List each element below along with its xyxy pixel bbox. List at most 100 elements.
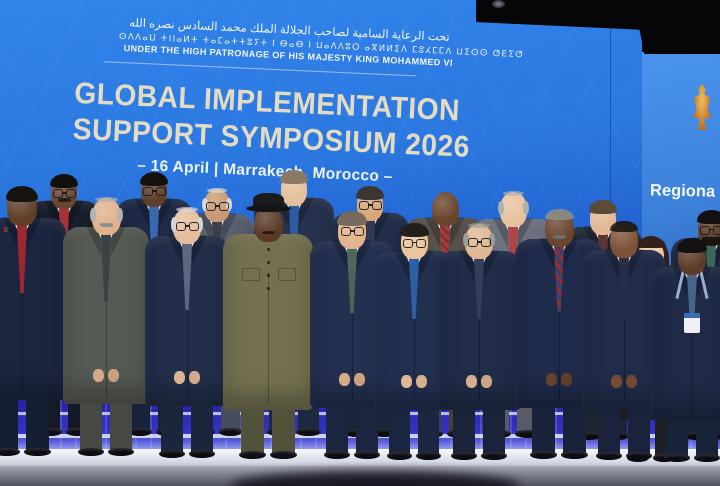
person-shoe [78, 448, 104, 456]
person-jacket-seam [558, 277, 560, 402]
person-glasses-lens [156, 187, 166, 197]
person-jacket-pocket [242, 268, 260, 281]
person-hand [561, 373, 572, 386]
screen-panel-seam [610, 24, 611, 344]
person-torso [650, 267, 720, 420]
person-hair-side [89, 207, 96, 223]
person-jacket-seam [351, 279, 353, 402]
person-glasses-lens [219, 202, 229, 212]
person-shoe [189, 450, 215, 458]
person-glasses-lens [481, 238, 491, 247]
person-hair-top [207, 188, 227, 193]
person-hair-top [176, 207, 198, 212]
person-shoe [270, 451, 297, 459]
person-glasses-lens [176, 222, 186, 232]
person-glasses-bridge [62, 192, 66, 194]
person-hair [356, 186, 384, 200]
person-leg [272, 398, 295, 455]
person-glasses-lens [359, 201, 369, 211]
person-mustache [57, 198, 71, 202]
person-hand [626, 375, 637, 388]
person-hair-side [197, 217, 203, 232]
person-jacket-button [266, 274, 270, 277]
person-hair-side [463, 233, 469, 248]
person-mustache [552, 235, 566, 239]
person-hand [611, 375, 622, 388]
person-shoe [108, 448, 134, 456]
person-glasses-bridge [709, 228, 713, 231]
person-leg [80, 392, 102, 452]
person-hair-side [489, 233, 495, 248]
person-leg [628, 398, 650, 456]
person-glasses-bridge [368, 204, 372, 206]
person-hair-side [522, 201, 529, 216]
person-shoe [324, 451, 350, 459]
person-leg [191, 394, 213, 454]
person-hand [416, 375, 427, 388]
person-shoe [159, 450, 185, 458]
person-jacket-seam [478, 289, 480, 404]
person-glasses-lens [468, 238, 478, 247]
person-hair-top [468, 223, 490, 228]
person-glasses-lens [66, 189, 76, 199]
person-glasses-bridge [477, 241, 481, 243]
person-hair [677, 238, 707, 253]
person-leg [453, 398, 475, 456]
person-tie [687, 266, 697, 333]
person-shoe [561, 451, 588, 459]
person-tie [474, 250, 484, 319]
person-glasses-lens [143, 187, 153, 197]
person-torso [0, 218, 66, 400]
person-shoe [530, 451, 557, 459]
person-shoe [416, 452, 441, 460]
person-head [91, 198, 121, 235]
person-jacket-seam [21, 256, 23, 394]
person-head [499, 192, 527, 227]
person-hair-side [171, 217, 177, 232]
person-tie [17, 217, 27, 293]
person-beard [701, 237, 720, 246]
person-tie [182, 235, 192, 310]
person-hair [696, 210, 720, 224]
person-hair [50, 174, 78, 188]
person-leg [26, 388, 49, 452]
person-hand [354, 373, 365, 386]
person-hair [6, 186, 38, 202]
person-head [204, 189, 230, 222]
person-glasses-lens [354, 227, 364, 237]
person-glasses-lens [372, 201, 382, 211]
person-leg [696, 408, 718, 458]
person-head [253, 206, 283, 242]
person-shoe [128, 428, 152, 436]
person-mustache [99, 223, 113, 227]
person-hair [140, 172, 168, 186]
person-jacket-seam [623, 288, 625, 404]
person-glasses-lens [189, 222, 199, 232]
person-hair [544, 209, 574, 220]
person-glasses-lens [713, 225, 720, 235]
person-jacket-seam [186, 274, 188, 400]
person-shoe [219, 428, 242, 436]
person-hair [337, 211, 367, 226]
person-hair-side [116, 207, 123, 223]
person-hand [466, 375, 477, 388]
person-hat-brim [245, 205, 291, 212]
person-leg [666, 408, 688, 458]
person-hair [610, 221, 638, 232]
person-jacket-button [266, 248, 270, 251]
person-leg [241, 398, 264, 455]
person-shoe [694, 454, 720, 462]
person-badge [684, 313, 700, 333]
person-glasses-lens [416, 238, 426, 248]
person-shoe [626, 452, 652, 460]
person-tie [347, 240, 357, 313]
person-mustache [261, 230, 275, 234]
person-leg [0, 388, 18, 452]
person-leg [326, 396, 348, 455]
person-glasses-lens [206, 202, 216, 212]
person-hand [481, 375, 492, 388]
